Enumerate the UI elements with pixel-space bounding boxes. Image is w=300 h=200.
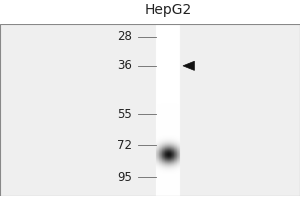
Text: 95: 95 [117, 171, 132, 184]
Text: 36: 36 [117, 59, 132, 72]
Text: 72: 72 [117, 139, 132, 152]
Text: 28: 28 [117, 30, 132, 43]
Polygon shape [183, 61, 194, 70]
Text: HepG2: HepG2 [144, 3, 192, 17]
Text: 55: 55 [117, 108, 132, 121]
